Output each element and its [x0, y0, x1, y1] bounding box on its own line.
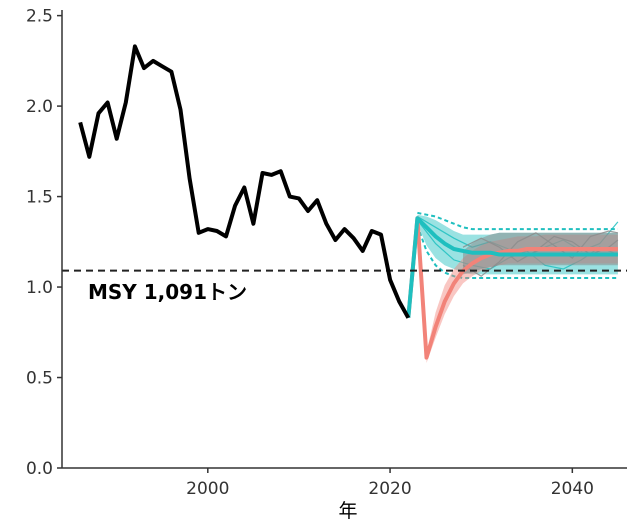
y-tick-label: 2.5	[26, 7, 53, 27]
salmon-median-line	[406, 216, 618, 360]
x-tick-label: 2040	[551, 479, 594, 499]
y-tick-label: 1.5	[26, 188, 53, 208]
y-tick-label: 2.0	[26, 97, 53, 117]
history-line	[78, 44, 411, 319]
y-tick-label: 1.0	[26, 278, 53, 298]
y-tick-label: 0.0	[26, 459, 53, 479]
axes: 0.0 0.5 1.0 1.5 2.0 2.5 2000 2020 2040	[26, 7, 627, 499]
x-tick-label: 2020	[368, 479, 411, 499]
teal-lower-bound	[416, 225, 618, 279]
grey-trace-0	[462, 230, 619, 277]
x-axis-title: 年	[338, 500, 357, 522]
teal-upper-bound	[417, 211, 618, 231]
y-tick-label: 0.5	[26, 369, 53, 389]
teal-median-line	[406, 216, 618, 318]
msy-label: MSY 1,091トン	[88, 280, 247, 304]
plot-area	[62, 44, 627, 363]
x-tick-label: 2000	[186, 479, 229, 499]
